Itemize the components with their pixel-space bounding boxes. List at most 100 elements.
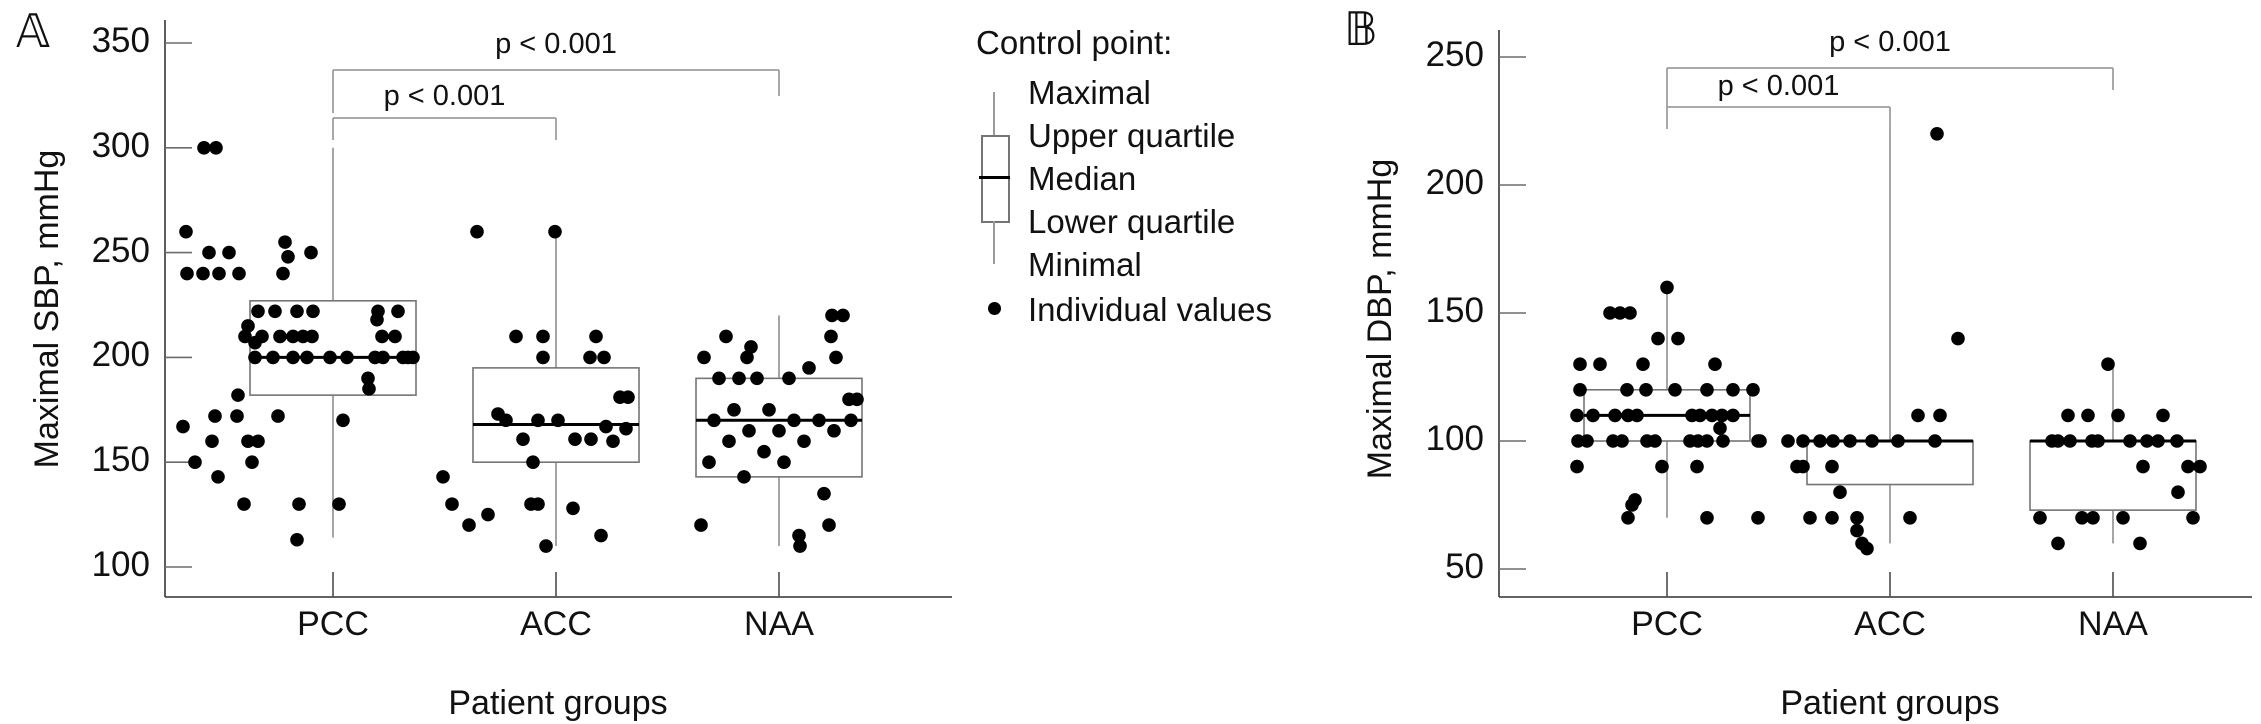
data-point-naa-b	[2075, 511, 2089, 525]
data-point-pcc-a	[273, 329, 287, 344]
data-point-pcc-a	[370, 312, 384, 327]
data-point-acc-a	[481, 507, 495, 522]
data-point-pcc-a	[180, 266, 194, 281]
data-point-naa-b	[2123, 434, 2137, 448]
y-tick-label-a: 300	[91, 125, 150, 165]
data-point-pcc-a	[276, 266, 290, 281]
data-point-pcc-a	[251, 304, 265, 319]
data-point-naa-a	[727, 403, 741, 417]
data-point-pcc-a	[323, 350, 337, 365]
data-point-naa-b	[2170, 434, 2184, 448]
legend-box-icon	[981, 135, 1010, 223]
legend-item-lower-quartile: Lower quartile	[1028, 203, 1236, 240]
data-point-naa-a	[732, 371, 746, 386]
data-point-pcc-a	[286, 350, 300, 365]
data-point-pcc-b	[1671, 331, 1685, 346]
legend-dot-icon	[988, 302, 1001, 315]
data-point-acc-a	[548, 224, 562, 239]
data-point-acc-a	[566, 501, 580, 516]
data-point-naa-a	[712, 371, 726, 386]
data-point-acc-a	[526, 455, 540, 470]
data-point-pcc-b	[1700, 511, 1714, 525]
data-point-pcc-b	[1615, 434, 1629, 448]
data-point-acc-b	[1796, 434, 1810, 448]
data-point-acc-a	[606, 434, 620, 449]
data-point-acc-a	[594, 528, 608, 543]
data-point-acc-b	[1781, 434, 1795, 448]
y-tick-label-b: 150	[1425, 291, 1484, 330]
data-point-acc-b	[1803, 511, 1817, 525]
data-point-pcc-b	[1621, 511, 1635, 525]
data-point-pcc-a	[278, 235, 292, 249]
data-point-pcc-b	[1620, 383, 1634, 397]
data-point-pcc-a	[281, 249, 295, 264]
data-point-pcc-b	[1716, 434, 1730, 448]
data-point-acc-b	[1813, 434, 1827, 448]
data-point-acc-a	[531, 497, 545, 511]
data-point-acc-a	[589, 329, 603, 344]
data-point-acc-a	[536, 350, 550, 365]
data-point-acc-a	[551, 413, 565, 428]
data-point-pcc-b	[1603, 306, 1617, 320]
data-point-pcc-a	[197, 141, 211, 155]
data-point-pcc-b	[1625, 498, 1639, 512]
data-point-acc-a	[531, 413, 545, 428]
data-point-pcc-b	[1655, 459, 1669, 474]
data-point-acc-b	[1903, 511, 1917, 525]
data-point-pcc-b	[1613, 306, 1627, 320]
panel-letter-a: 𝔸	[16, 4, 51, 58]
data-point-naa-b	[2193, 459, 2207, 474]
data-point-acc-b	[1865, 434, 1879, 448]
data-point-pcc-b	[1700, 383, 1714, 397]
data-point-pcc-b	[1648, 434, 1662, 448]
data-point-pcc-a	[176, 419, 190, 434]
data-point-naa-a	[817, 486, 831, 501]
data-point-pcc-b	[1570, 408, 1584, 423]
data-point-naa-b	[2181, 459, 2195, 474]
data-point-pcc-a	[230, 409, 244, 423]
data-point-naa-b	[2151, 434, 2165, 448]
data-point-naa-a	[737, 470, 751, 484]
data-point-naa-a	[792, 528, 806, 543]
significance-label-a: p < 0.001	[495, 28, 617, 60]
data-point-pcc-b	[1690, 459, 1704, 474]
legend-item-minimal: Minimal	[1028, 246, 1142, 283]
data-point-pcc-a	[340, 350, 354, 365]
data-point-pcc-b	[1708, 357, 1722, 372]
data-point-acc-b	[1751, 511, 1765, 525]
data-point-acc-a	[583, 350, 597, 365]
data-point-acc-a	[621, 390, 635, 405]
data-point-acc-b	[1825, 459, 1839, 474]
data-point-naa-b	[2186, 511, 2200, 525]
data-point-acc-b	[1951, 331, 1965, 346]
data-point-pcc-b	[1573, 383, 1587, 397]
data-point-acc-a	[536, 329, 550, 344]
data-point-pcc-a	[248, 335, 262, 350]
data-point-naa-a	[812, 413, 826, 428]
data-point-pcc-a	[306, 304, 320, 319]
data-point-naa-a	[697, 350, 711, 365]
legend-item-individual-values: Individual values	[1028, 291, 1272, 328]
data-point-acc-b	[1930, 127, 1944, 141]
data-point-naa-a	[744, 340, 758, 354]
data-point-pcc-a	[209, 141, 223, 155]
data-point-pcc-b	[1726, 408, 1740, 423]
y-tick-label-a: 150	[91, 440, 150, 480]
data-point-pcc-a	[202, 245, 216, 260]
data-point-pcc-a	[376, 350, 390, 365]
data-point-pcc-a	[286, 329, 300, 344]
data-point-pcc-a	[241, 434, 255, 449]
data-point-pcc-b	[1593, 357, 1607, 372]
data-point-pcc-b	[1608, 408, 1622, 423]
data-point-acc-a	[619, 421, 633, 436]
legend-median-icon	[979, 176, 1010, 179]
data-point-pcc-a	[232, 266, 246, 281]
data-point-pcc-b	[1700, 434, 1714, 448]
significance-label-b: p < 0.001	[1717, 70, 1840, 102]
data-point-acc-b	[1933, 408, 1947, 423]
data-point-acc-b	[1826, 434, 1840, 448]
data-point-pcc-a	[292, 497, 306, 511]
category-label-acc-a: ACC	[520, 605, 592, 643]
data-point-pcc-b	[1580, 434, 1594, 448]
